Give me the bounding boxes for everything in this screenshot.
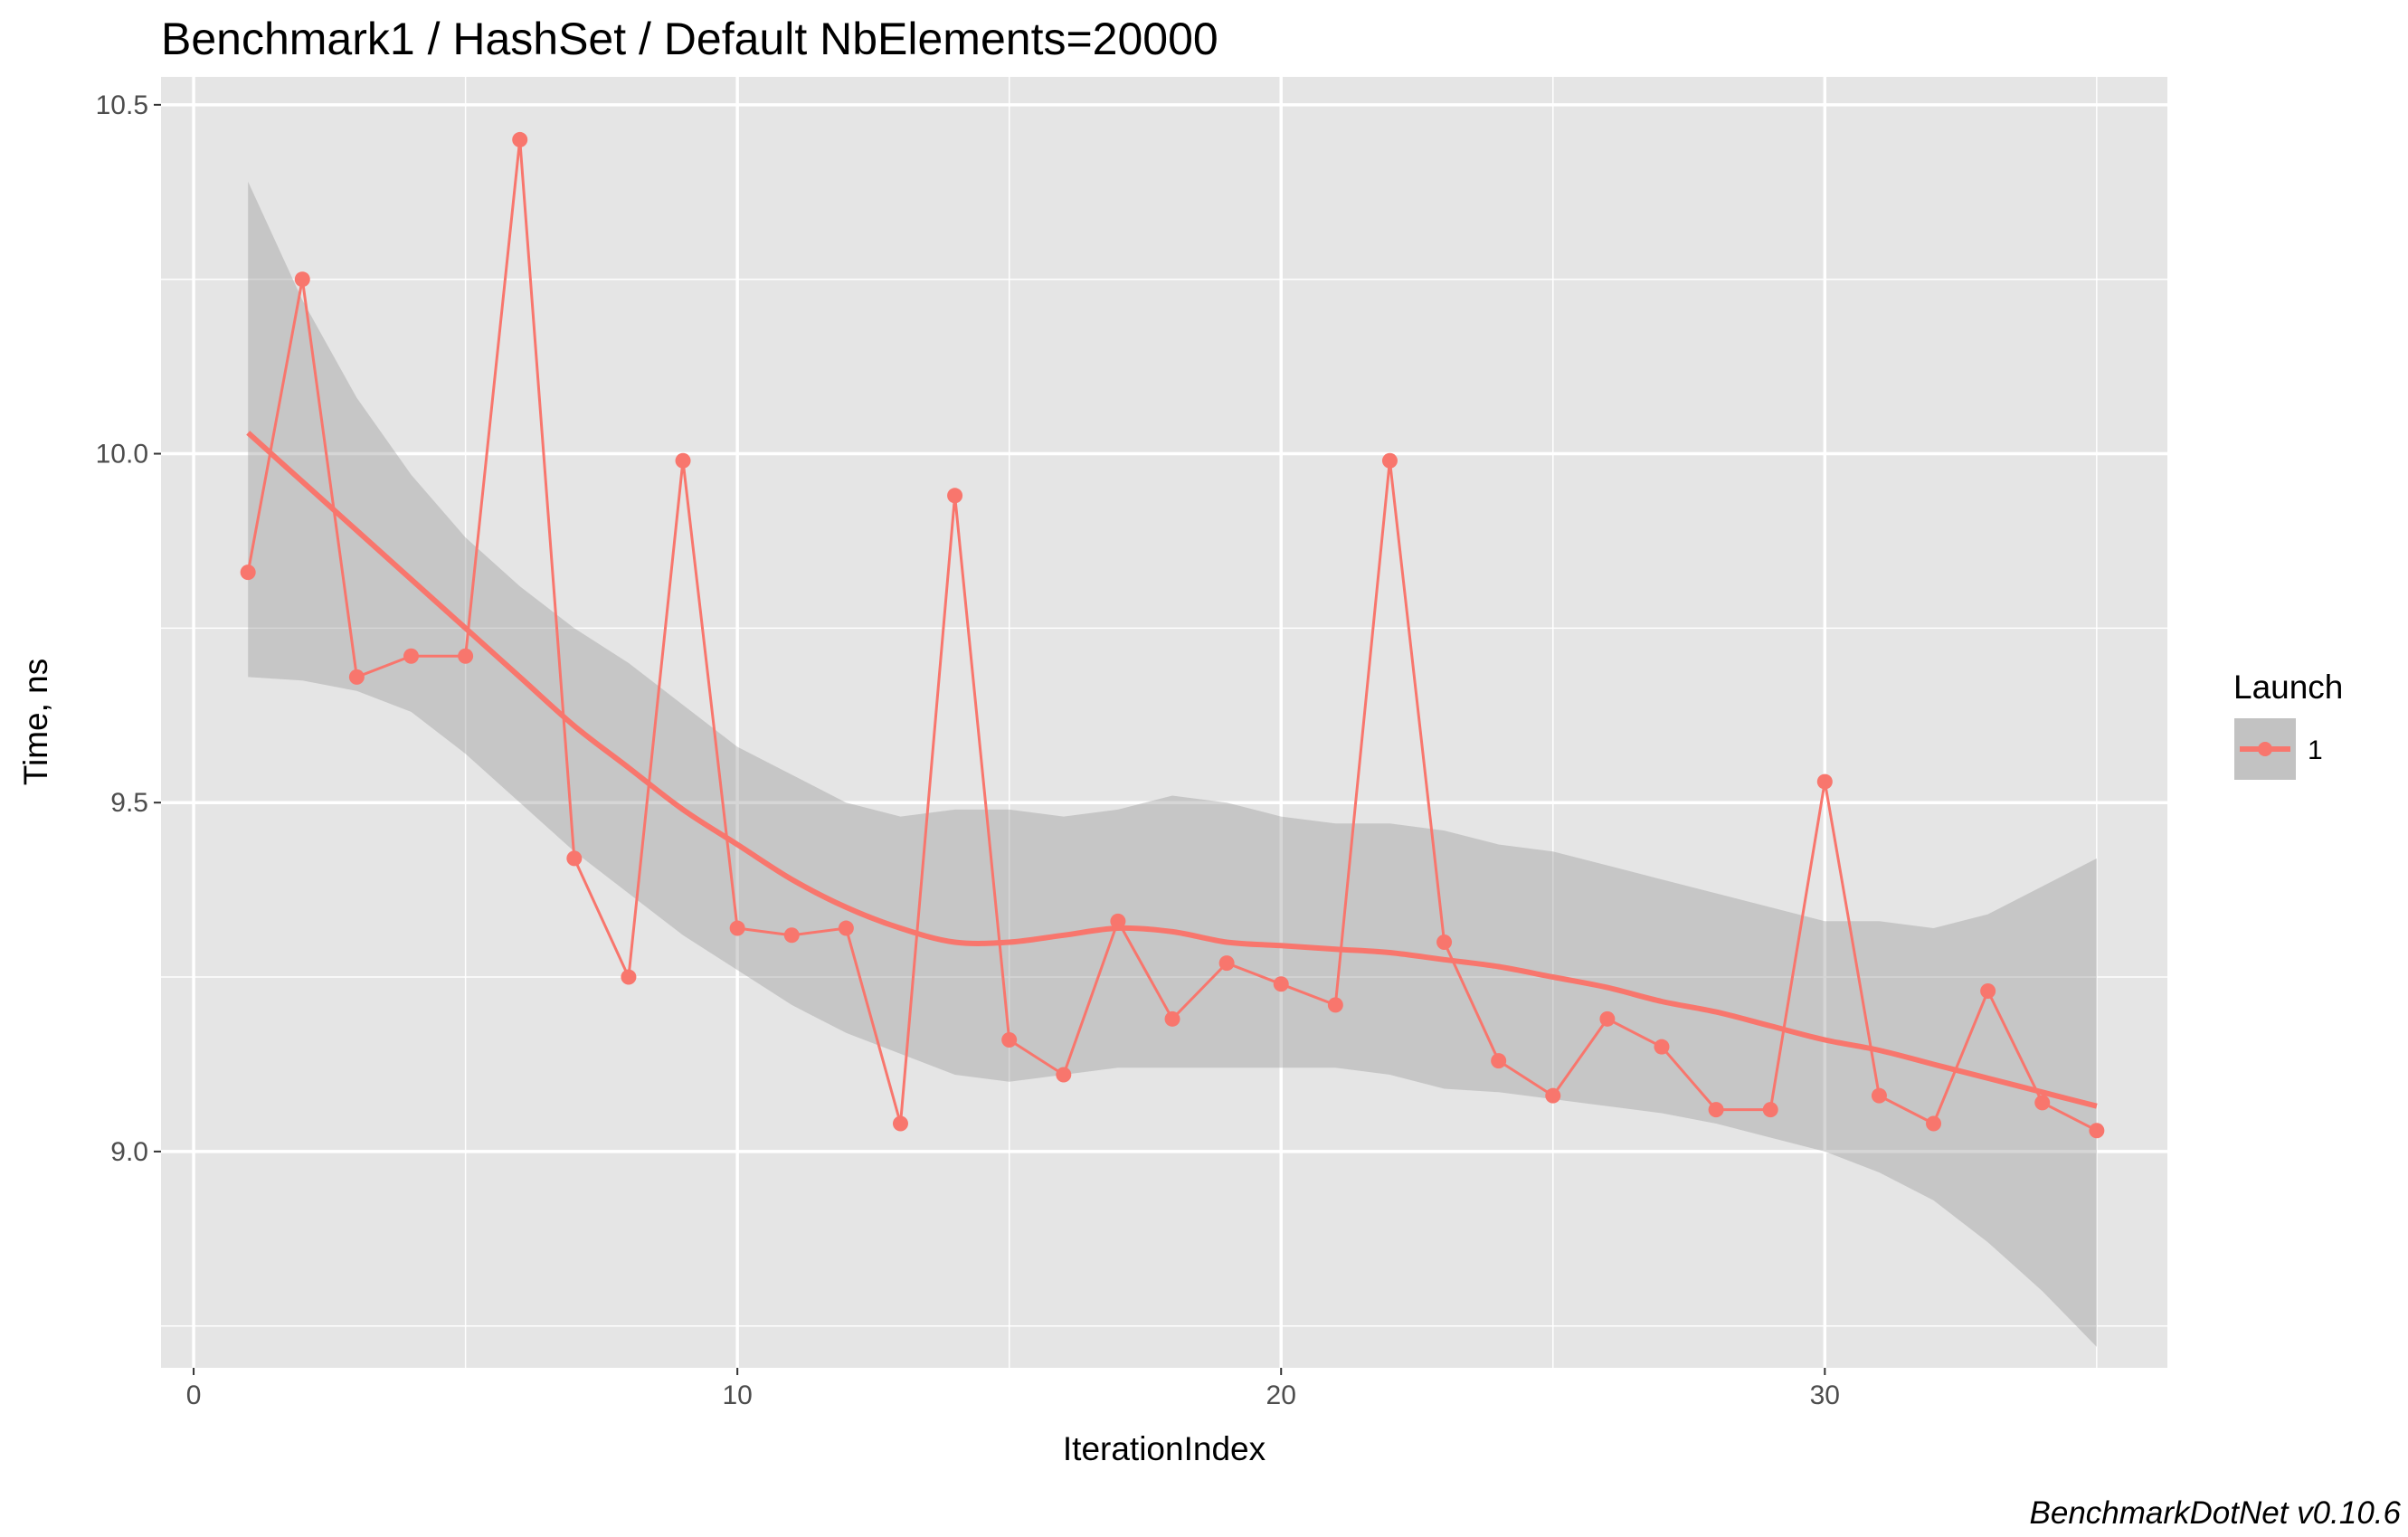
data-point — [1164, 1010, 1180, 1027]
data-point — [1980, 982, 1996, 999]
data-point — [783, 927, 800, 944]
smooth-trend-line — [246, 431, 2098, 1109]
data-point — [1708, 1102, 1724, 1118]
data-point — [675, 452, 691, 469]
data-point — [729, 920, 745, 936]
gridlines — [161, 77, 2167, 1368]
y-tick-label: 9.5 — [110, 788, 148, 818]
data-point — [566, 850, 583, 867]
x-axis-title: IterationIndex — [1063, 1430, 1266, 1467]
x-tick-label: 20 — [1266, 1380, 1296, 1410]
data-point — [1871, 1087, 1887, 1104]
y-tick-label: 10.5 — [96, 90, 148, 120]
data-point — [1436, 934, 1453, 950]
caption: BenchmarkDotNet v0.10.6 — [2030, 1495, 2402, 1531]
data-point — [947, 488, 963, 504]
data-point — [621, 969, 637, 985]
data-point — [892, 1115, 908, 1132]
data-point — [1110, 913, 1126, 929]
data-points — [240, 131, 2105, 1139]
data-point — [403, 648, 419, 664]
y-axis-title: Time, ns — [17, 659, 54, 785]
y-tick-label: 9.0 — [110, 1137, 148, 1167]
axes: 0 10 20 30 9.0 9.5 10.0 10.5 — [96, 90, 1840, 1410]
confidence-ribbon — [248, 181, 2097, 1347]
legend-key-point — [2258, 742, 2272, 756]
data-point — [1218, 955, 1235, 972]
x-tick-label: 0 — [186, 1380, 202, 1410]
data-point — [1273, 976, 1289, 992]
data-point — [240, 565, 256, 581]
legend: Launch 1 — [2233, 669, 2343, 782]
data-point — [512, 131, 528, 147]
x-tick-label: 30 — [1810, 1380, 1840, 1410]
data-point — [1816, 773, 1833, 790]
data-point — [1654, 1039, 1670, 1055]
chart-title: Benchmark1 / HashSet / Default NbElement… — [161, 14, 1218, 64]
data-point — [1327, 997, 1343, 1013]
x-tick-label: 10 — [722, 1380, 752, 1410]
data-point — [1381, 452, 1398, 469]
legend-title: Launch — [2233, 669, 2343, 706]
data-point — [1545, 1087, 1561, 1104]
data-point — [1762, 1102, 1778, 1118]
data-point — [1001, 1031, 1018, 1048]
data-point — [458, 648, 474, 664]
data-point — [1056, 1067, 1072, 1083]
data-point — [1599, 1010, 1616, 1027]
data-point — [1491, 1053, 1507, 1069]
data-point — [838, 920, 854, 936]
y-tick-label: 10.0 — [96, 440, 148, 470]
data-point — [348, 669, 365, 685]
data-point — [2089, 1123, 2105, 1139]
data-point — [294, 271, 310, 288]
legend-entry-label: 1 — [2308, 735, 2323, 765]
data-point — [2034, 1095, 2051, 1111]
data-point — [1926, 1115, 1942, 1132]
